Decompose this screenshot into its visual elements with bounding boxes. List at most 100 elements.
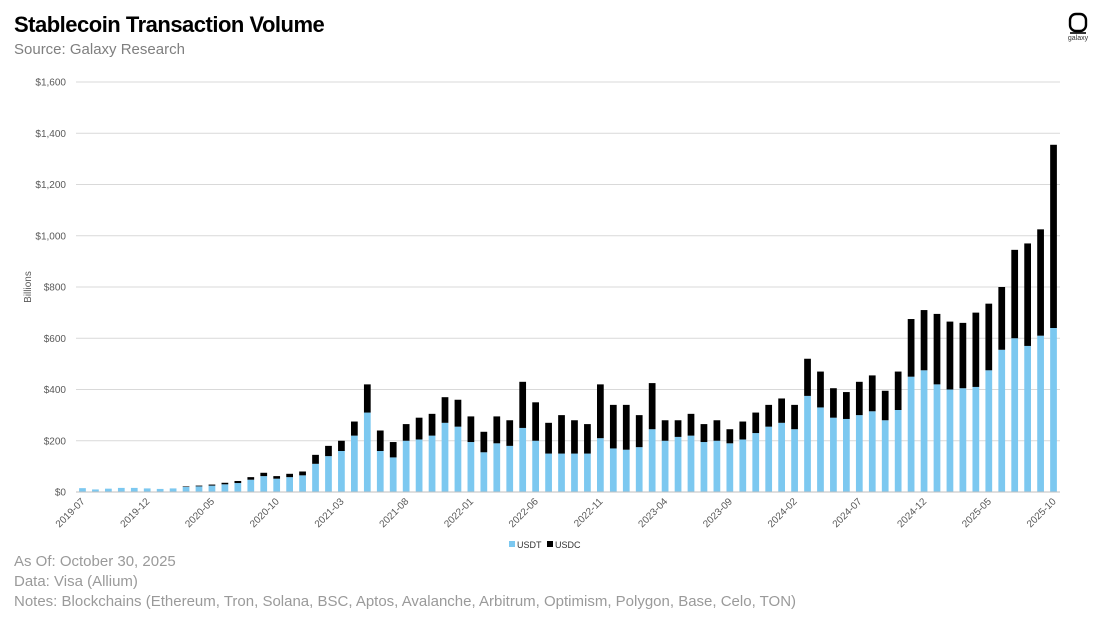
bar-usdt <box>454 426 462 492</box>
bar-usdc <box>454 399 462 427</box>
bar-usdt <box>182 486 190 492</box>
bar-usdt <box>1011 338 1019 492</box>
bar-usdc <box>959 322 967 389</box>
bar-usdc <box>247 477 255 480</box>
bar-usdt <box>661 440 669 492</box>
y-tick-label: $1,600 <box>35 78 66 89</box>
bar-usdt <box>946 389 954 492</box>
x-tick-label: 2022-11 <box>572 496 606 530</box>
galaxy-logo-text: galaxy <box>1067 35 1089 42</box>
bar-usdc <box>648 383 656 430</box>
bar-usdc <box>519 381 527 428</box>
bar-usdc <box>182 486 190 487</box>
x-tick-label: 2019-07 <box>54 496 88 530</box>
bar-usdc <box>597 384 604 439</box>
bar-usdt <box>804 395 811 492</box>
bar-usdt <box>299 475 306 492</box>
bar-usdt <box>415 439 423 492</box>
bar-usdt <box>480 452 488 492</box>
bar-usdt <box>817 407 824 492</box>
bar-usdc <box>933 313 941 385</box>
blockchain-notes: Notes: Blockchains (Ethereum, Tron, Sola… <box>14 593 797 610</box>
bar-usdc <box>363 384 371 413</box>
bar-usdt <box>558 453 565 492</box>
bar-usdc <box>946 321 954 390</box>
x-tick-label: 2021-08 <box>378 496 412 530</box>
bar-usdt <box>286 477 293 492</box>
bar-usdc <box>389 442 397 458</box>
bar-usdc <box>804 358 811 396</box>
bar-usdt <box>584 453 591 492</box>
y-tick-label: $1,000 <box>35 231 66 242</box>
bar-usdc <box>558 415 565 454</box>
bar-usdc <box>376 430 384 451</box>
y-tick-label: $1,400 <box>35 129 66 140</box>
x-axis-ticks: 2019-07 2019-12 2020-05 2020-10 2021-03 2021-… <box>54 496 1059 530</box>
bar-usdt <box>221 484 229 492</box>
bar-usdc <box>765 404 773 427</box>
bar-usdc <box>791 404 798 430</box>
bar-usdc <box>415 417 423 440</box>
bar-usdc <box>985 303 993 371</box>
bar-usdt <box>791 429 798 492</box>
y-tick-label: $0 <box>55 488 67 499</box>
bar-usdc <box>830 388 837 418</box>
bar-usdt <box>130 487 138 492</box>
bar-usdc <box>687 413 695 436</box>
bar-usdc <box>221 482 229 485</box>
bar-usdc <box>713 420 721 441</box>
bar-usdc <box>739 421 747 440</box>
legend-label-usdc: USDC <box>555 540 581 550</box>
bar-usdt <box>635 447 643 492</box>
x-tick-label: 2020-10 <box>248 496 282 530</box>
bar-usdc <box>338 440 345 451</box>
bars <box>79 144 1057 492</box>
bar-usdc <box>325 445 332 457</box>
x-tick-label: 2022-01 <box>442 496 476 530</box>
data-source: Data: Visa (Allium) <box>14 573 138 590</box>
bar-usdt <box>726 443 734 492</box>
galaxy-logo: galaxy <box>1060 12 1096 42</box>
bar-usdt <box>493 443 501 492</box>
bar-usdc <box>661 420 669 441</box>
y-tick-label: $600 <box>44 334 67 345</box>
bar-usdc <box>609 404 617 449</box>
bar-usdc <box>622 404 630 450</box>
x-tick-label: 2025-10 <box>1025 496 1059 530</box>
bar-usdt <box>985 370 993 492</box>
bar-usdt <box>609 448 617 492</box>
bar-usdt <box>195 486 203 492</box>
bar-usdt <box>752 433 760 492</box>
bar-usdc <box>894 371 902 410</box>
bar-usdt <box>545 453 552 492</box>
bar-usdt <box>169 488 177 492</box>
bar-usdt <box>532 440 539 492</box>
bar-usdt <box>687 435 695 492</box>
bar-usdt <box>92 489 99 492</box>
stablecoin-volume-chart: $0 $200 $400 $600 $800 $1,000 $1,200 $1,400 $1,6… <box>23 78 1060 550</box>
bar-usdt <box>208 485 216 492</box>
x-tick-label: 2019-12 <box>119 496 153 530</box>
y-tick-label: $200 <box>44 436 67 447</box>
as-of-date: As Of: October 30, 2025 <box>14 553 176 570</box>
bar-usdc <box>493 416 501 444</box>
bar-usdc <box>584 424 591 454</box>
bar-usdt <box>234 483 242 492</box>
bar-usdc <box>532 402 539 441</box>
bar-usdt <box>830 417 837 492</box>
x-tick-label: 2024-07 <box>831 496 865 530</box>
bar-usdc <box>920 310 928 371</box>
bar-usdt <box>855 415 863 492</box>
bar-usdt <box>622 449 630 492</box>
y-tick-label: $800 <box>44 283 67 294</box>
bar-usdt <box>739 439 747 492</box>
y-axis-ticks: $0 $200 $400 $600 $800 $1,000 $1,200 $1,400 $1,6… <box>35 78 66 499</box>
bar-usdc <box>674 420 682 437</box>
bar-usdc <box>260 472 268 477</box>
bar-usdc <box>726 429 734 444</box>
bar-usdt <box>428 435 436 492</box>
bar-usdc <box>1011 249 1019 339</box>
bar-usdc <box>467 416 475 443</box>
bar-usdt <box>79 488 86 492</box>
bar-usdt <box>700 442 708 492</box>
